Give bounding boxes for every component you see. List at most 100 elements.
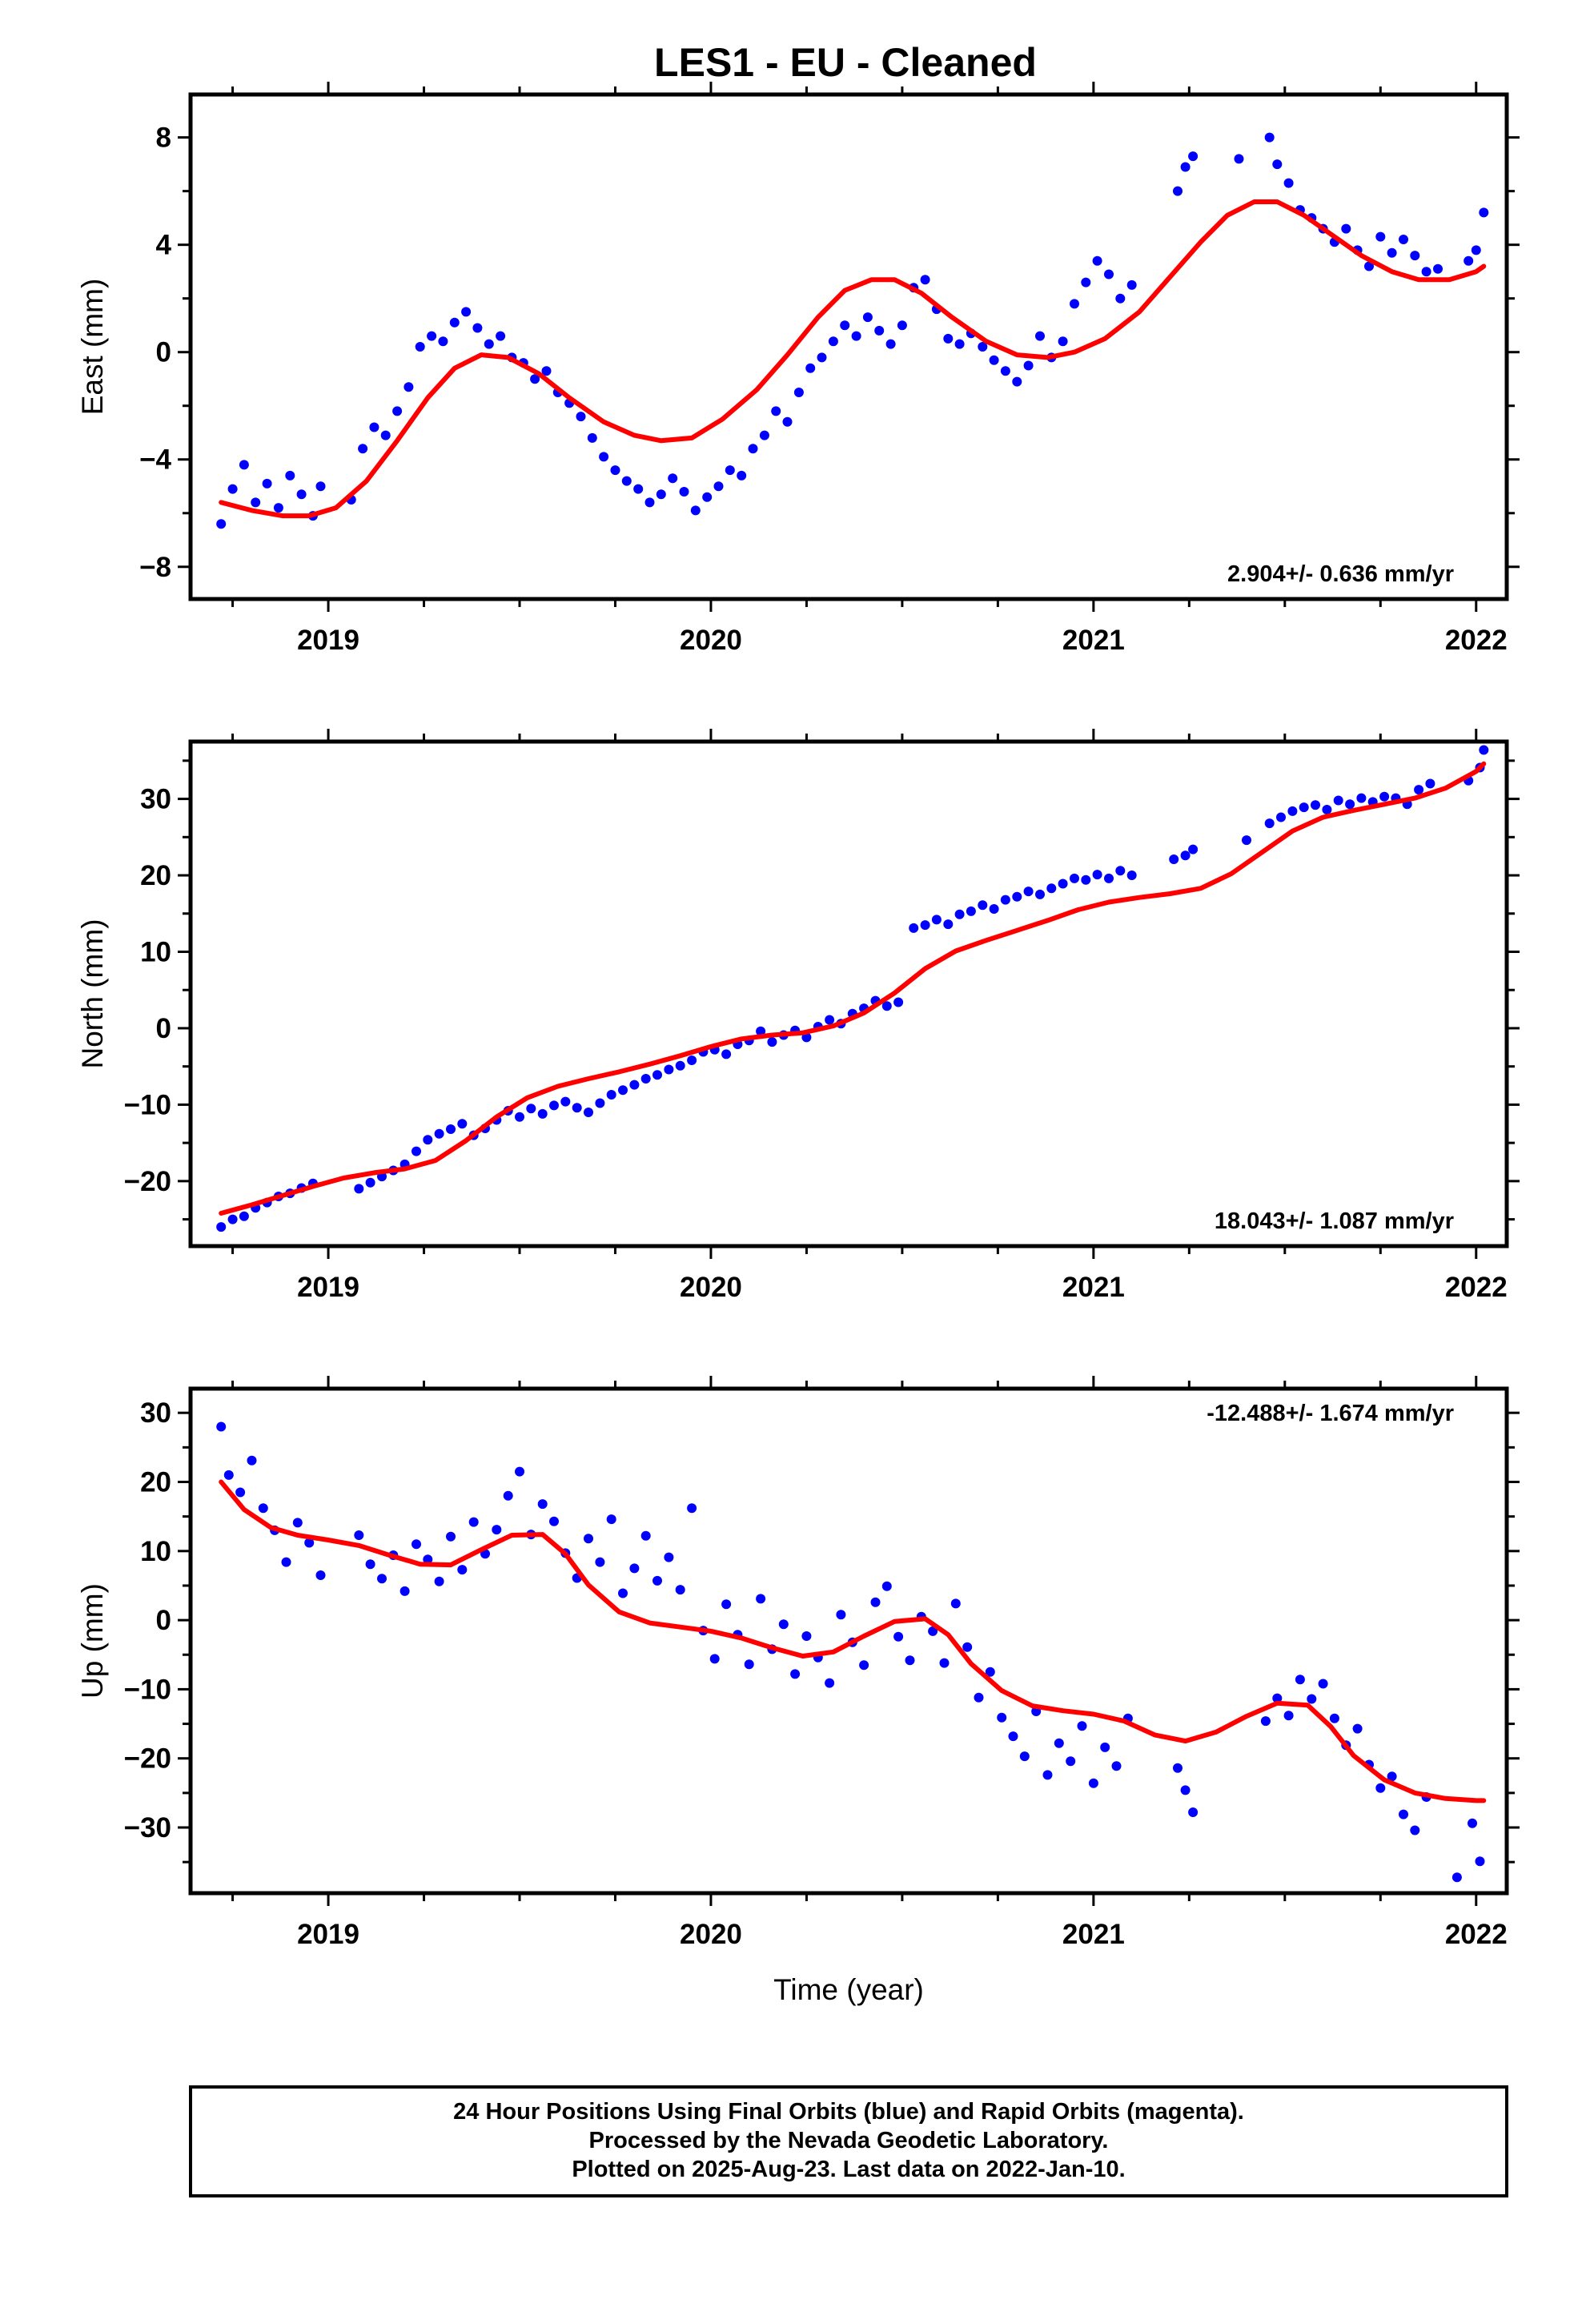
east-point [862, 312, 873, 323]
north-point [881, 1001, 892, 1011]
east-point [262, 478, 272, 489]
up-point [1468, 1818, 1477, 1828]
up-point [258, 1503, 268, 1514]
east-rate-label: 2.904+/- 0.636 mm/yr [1227, 561, 1454, 587]
east-point [472, 323, 483, 333]
north-point [1115, 866, 1126, 876]
north-point [893, 997, 904, 1007]
east-point [438, 336, 448, 347]
north-fit-line [219, 761, 1487, 1216]
east-point [239, 460, 249, 470]
east-point [644, 497, 655, 508]
north-point [1345, 799, 1355, 810]
up-point [281, 1557, 291, 1567]
north-point [526, 1104, 536, 1114]
east-point [702, 492, 713, 502]
east-point [216, 519, 227, 529]
north-point [515, 1112, 524, 1122]
north-point [1180, 850, 1191, 861]
north-point [446, 1124, 456, 1134]
up-point [664, 1552, 674, 1562]
north-point [572, 1103, 582, 1113]
up-point [801, 1631, 812, 1641]
up-point [790, 1669, 801, 1679]
up-xtick-label: 2020 [680, 1919, 742, 1950]
east-xtick-label: 2022 [1445, 625, 1508, 656]
east-point [1234, 154, 1244, 164]
east-point [1471, 245, 1481, 255]
east-point [541, 366, 552, 376]
up-point [836, 1610, 846, 1620]
up-ytick-label: 30 [140, 1397, 171, 1429]
east-point [748, 444, 758, 454]
up-point [1387, 1771, 1397, 1782]
north-point [629, 1080, 640, 1090]
east-point [668, 473, 678, 484]
north-xtick-label: 2021 [1062, 1272, 1125, 1303]
up-point [1188, 1807, 1199, 1817]
east-point [1081, 277, 1091, 287]
east-point [1188, 151, 1199, 162]
east-point [369, 422, 379, 432]
up-point [640, 1530, 651, 1541]
up-frame [188, 1386, 1509, 1896]
north-ytick-label: 10 [140, 937, 171, 968]
north-point [1379, 791, 1390, 802]
up-point [825, 1678, 835, 1688]
north-point [1104, 873, 1114, 883]
east-xtick-label: 2020 [680, 625, 742, 656]
east-point [851, 331, 861, 341]
up-point [292, 1518, 303, 1528]
east-ytick-label: 4 [156, 230, 172, 261]
east-point [1012, 376, 1022, 387]
north-point [1414, 785, 1424, 795]
east-point [358, 444, 368, 454]
up-point [1019, 1751, 1030, 1762]
north-point [721, 1049, 732, 1059]
up-point [1399, 1809, 1408, 1819]
up-ytick-label: −30 [124, 1812, 171, 1844]
east-point [1283, 178, 1294, 188]
north-point [675, 1060, 685, 1071]
north-point [618, 1085, 628, 1096]
north-point [1333, 795, 1343, 806]
up-point [1260, 1716, 1271, 1727]
east-point [1023, 360, 1034, 371]
north-point [1299, 802, 1309, 813]
east-point [920, 275, 930, 285]
north-point [354, 1184, 364, 1194]
up-point [962, 1642, 973, 1652]
up-ytick-label: 0 [156, 1605, 171, 1636]
north-frame [188, 739, 1509, 1248]
east-point [576, 412, 586, 422]
east-point [315, 481, 326, 492]
up-point [1452, 1872, 1462, 1883]
up-point [744, 1659, 754, 1670]
east-point [227, 484, 238, 494]
north-point [1000, 895, 1010, 905]
north-point [640, 1074, 651, 1084]
east-point [1000, 366, 1010, 376]
up-fit-line [219, 1479, 1487, 1803]
north-ytick-label: 0 [156, 1013, 171, 1044]
east-point [1180, 162, 1191, 172]
up-point [515, 1466, 524, 1477]
east-point [404, 382, 414, 392]
up-point [503, 1490, 513, 1501]
east-point [1479, 207, 1489, 218]
north-xtick-label: 2019 [297, 1272, 359, 1303]
up-point [1375, 1783, 1386, 1793]
north-rate-label: 18.043+/- 1.087 mm/yr [1215, 1208, 1454, 1234]
up-point [687, 1503, 697, 1514]
up-point [365, 1559, 375, 1570]
north-point [756, 1026, 766, 1036]
up-point [304, 1538, 315, 1548]
up-point [584, 1534, 593, 1544]
up-point [997, 1712, 1007, 1723]
north-ytick-label: 30 [140, 784, 171, 815]
north-point [537, 1108, 548, 1119]
up-rate-label: -12.488+/- 1.674 mm/yr [1207, 1401, 1454, 1426]
up-ytick-label: 10 [140, 1536, 171, 1567]
north-point [664, 1064, 674, 1075]
north-point [606, 1090, 616, 1100]
